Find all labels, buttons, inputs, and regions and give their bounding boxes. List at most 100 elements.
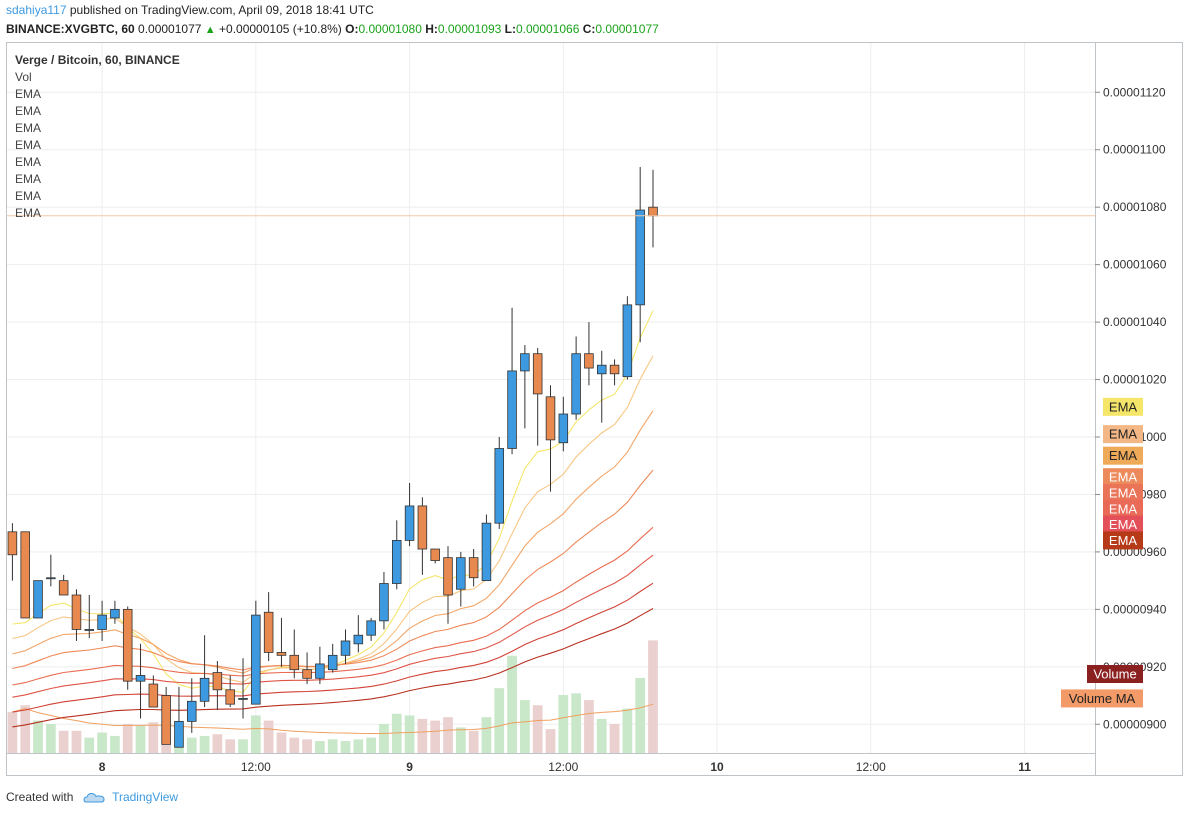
indicator-price-label: EMA	[1103, 531, 1143, 550]
volume-bar	[289, 737, 300, 753]
volume-bar	[186, 737, 197, 753]
open-label: O:	[345, 22, 359, 36]
created-with-text: Created with	[6, 790, 74, 804]
candle	[340, 629, 351, 664]
candle-body	[71, 594, 82, 630]
candle-body	[584, 353, 594, 369]
candle	[532, 347, 543, 446]
candle-body	[468, 557, 479, 579]
time-tick-label: 12:00	[856, 760, 886, 774]
volume-bar	[7, 712, 18, 753]
candle-body	[571, 353, 581, 415]
candle-body	[353, 634, 364, 645]
candle-body	[366, 620, 376, 636]
volume-bar	[225, 739, 236, 753]
candle-body	[148, 683, 159, 708]
candle-body	[20, 531, 30, 619]
price-chart[interactable]: 0.000009000.000009200.000009400.00000960…	[6, 42, 1183, 776]
indicator-label-bg	[1061, 689, 1143, 708]
low-value: 0.00001066	[515, 22, 580, 36]
indicator-label-text: Volume	[1093, 667, 1136, 682]
volume-bar	[558, 694, 569, 753]
published-text: published on TradingView.com, April 09, …	[69, 3, 374, 17]
candle-body	[46, 577, 56, 580]
candle-body	[622, 304, 633, 378]
candle	[20, 531, 30, 619]
price-tick-label: 0.00001100	[1103, 143, 1166, 157]
ema-line	[12, 554, 654, 698]
candle-body	[596, 364, 607, 375]
low-label: L:	[504, 22, 516, 36]
candle-body	[33, 580, 43, 619]
volume-bar	[353, 739, 364, 753]
tradingview-link[interactable]: TradingView	[112, 790, 179, 804]
candle	[187, 678, 197, 733]
symbol-info-bar: BINANCE:XVGBTC, 60 0.00001077 ▲ +0.00000…	[6, 22, 659, 36]
indicator-label-text: Volume MA	[1069, 691, 1136, 706]
high-label: H:	[425, 22, 438, 36]
candle	[84, 595, 95, 639]
candle	[456, 551, 466, 607]
candle	[289, 629, 300, 679]
time-tick-label: 10	[710, 760, 724, 774]
candle-body	[97, 614, 107, 630]
volume-bar	[430, 720, 441, 753]
legend-item-ema[interactable]: EMA	[15, 155, 42, 169]
legend-item-ema[interactable]: EMA	[15, 87, 42, 101]
candle-body	[7, 531, 18, 556]
candle-body	[161, 695, 171, 745]
legend-item-ema[interactable]: EMA	[15, 189, 42, 203]
volume-bar	[45, 723, 56, 753]
legend-item-ema[interactable]: EMA	[15, 104, 42, 118]
candle	[443, 546, 453, 624]
candle	[251, 600, 261, 705]
candle	[135, 643, 146, 719]
legend-item-ema[interactable]: EMA	[15, 206, 42, 220]
candle-body	[609, 364, 620, 375]
candle-body	[417, 505, 428, 550]
volume-bar	[315, 741, 325, 753]
price-tick-label: 0.00000900	[1103, 717, 1167, 731]
indicator-label-bg	[1087, 665, 1143, 683]
legend-item-ema[interactable]: EMA	[15, 138, 42, 152]
legend-item-ema[interactable]: EMA	[15, 172, 42, 186]
publish-info: sdahiya117 published on TradingView.com,…	[6, 3, 374, 17]
candle-body	[187, 700, 197, 722]
candle	[315, 646, 325, 685]
volume-bar	[443, 717, 453, 753]
volume-bar	[494, 688, 505, 753]
author-name[interactable]: sdahiya117	[6, 3, 67, 17]
indicator-label-text: EMA	[1109, 470, 1138, 485]
volume-bar	[571, 693, 581, 753]
up-triangle-icon: ▲	[204, 24, 216, 36]
legend-item-ema[interactable]: EMA	[15, 121, 42, 135]
candle-body	[456, 557, 466, 590]
indicator-label-text: EMA	[1109, 533, 1138, 548]
volume-bar	[609, 723, 620, 753]
candle	[507, 307, 517, 455]
chart-legend: Verge / Bitcoin, 60, BINANCE Vol EMA EMA…	[15, 52, 180, 222]
symbol-label: BINANCE:XVGBTC, 60	[6, 22, 135, 36]
candle-body	[212, 672, 223, 691]
volume-bar	[455, 727, 466, 753]
candle	[417, 497, 428, 575]
chart-frame	[6, 42, 1183, 776]
candle	[571, 336, 581, 420]
candle	[225, 675, 235, 708]
candle	[110, 600, 120, 624]
candle-body	[122, 608, 133, 682]
volume-bar	[135, 725, 146, 753]
tradingview-cloud-icon[interactable]	[83, 792, 105, 804]
candle-body	[289, 654, 300, 671]
volume-bar	[340, 741, 351, 753]
volume-bar	[417, 718, 428, 753]
volume-bar	[481, 717, 492, 753]
candle	[392, 520, 402, 590]
candle	[379, 572, 389, 630]
volume-bar	[71, 730, 82, 753]
candle	[545, 385, 556, 492]
legend-item-vol[interactable]: Vol	[15, 70, 32, 84]
ema-line	[12, 608, 654, 728]
indicator-label-bg	[1103, 397, 1143, 416]
